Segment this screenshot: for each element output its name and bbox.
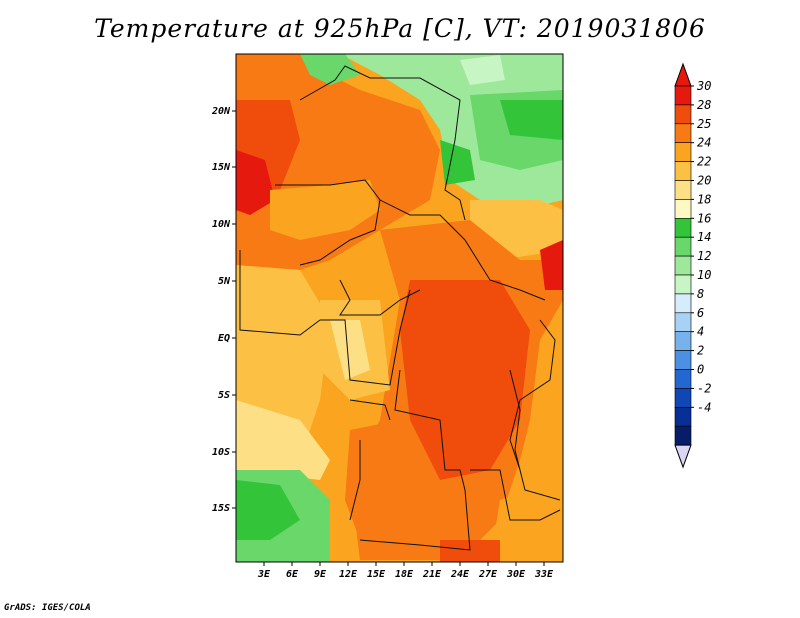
lat-ticks [232,110,236,509]
lon-label: 18E [395,569,414,580]
colorbar-label: 4 [697,325,704,339]
colorbar-label: 8 [697,287,704,301]
colorbar-swatch [674,123,692,144]
colorbar-swatch [674,142,692,162]
lat-label: 10N [212,219,231,230]
colorbar-label: -2 [697,381,711,395]
colorbar-swatch [674,369,692,389]
colorbar-label: 6 [697,306,704,320]
colorbar-swatch [674,180,692,200]
lon-label: 12E [339,569,358,580]
map-frame [235,53,564,563]
colorbar-label: 10 [697,268,711,282]
colorbar-max-arrow [674,62,692,87]
lon-label: 30E [506,569,526,580]
lon-ticks [263,562,545,566]
lon-label: 27E [478,569,498,580]
colorbar-swatch [674,388,692,408]
colorbar-swatch [674,350,692,370]
lon-label: 24E [450,569,470,580]
colorbar-label: 24 [697,136,711,150]
colorbar-swatch [674,85,692,106]
lon-label: 15E [367,569,386,580]
lon-label: 9E [314,569,327,580]
colorbar-label: 20 [697,174,711,188]
colorbar-swatch [674,161,692,181]
map-title: Temperature at 925hPa [C], VT: 201903180… [94,14,706,43]
colorbar-swatch [674,406,692,427]
lat-label: 5N [218,276,231,287]
lat-label: 15N [212,162,231,173]
colorbar-min-arrow [674,444,692,469]
colorbar-label: 28 [697,98,711,112]
colorbar-label: 2 [697,344,704,358]
longitude-axis: 3E 6E 9E 12E 15E 18E 21E 24E 27E 30E 33E [257,569,554,580]
colorbar-swatch [674,425,692,446]
colorbar-swatch [674,236,692,257]
colorbar-label: 0 [697,363,704,377]
colorbar-label: 16 [697,211,711,225]
colorbar-label: 14 [697,230,711,244]
lon-label: 21E [422,569,442,580]
colorbar-label: 12 [697,249,711,263]
colorbar-swatch [674,255,692,276]
colorbar-swatch [674,104,692,125]
lat-label: 10S [212,447,230,458]
lon-label: 3E [257,569,271,580]
colorbar-label: 22 [697,155,711,169]
colorbar-swatch [674,293,692,314]
lat-label: 15S [212,503,230,514]
lat-label: EQ [218,333,230,344]
grads-credit: GrADS: IGES/COLA [4,603,91,613]
lon-label: 33E [534,569,554,580]
colorbar-swatch [674,312,692,332]
colorbar-label: 25 [697,117,711,131]
lon-label: 6E [286,569,299,580]
lat-label: 20N [211,106,231,117]
colorbar-swatch [674,218,692,238]
colorbar-swatch [674,331,692,351]
colorbar-label: -4 [697,400,711,414]
country-borders [239,65,561,551]
colorbar-swatch [674,274,692,295]
lat-label: 5S [218,390,230,401]
colorbar-swatch [674,199,692,219]
colorbar-label: 18 [697,192,711,206]
latitude-axis: 20N 15N 10N 5N EQ 5S 10S 15S [211,106,231,514]
temperature-map [236,54,563,562]
colorbar-label: 30 [696,79,711,93]
